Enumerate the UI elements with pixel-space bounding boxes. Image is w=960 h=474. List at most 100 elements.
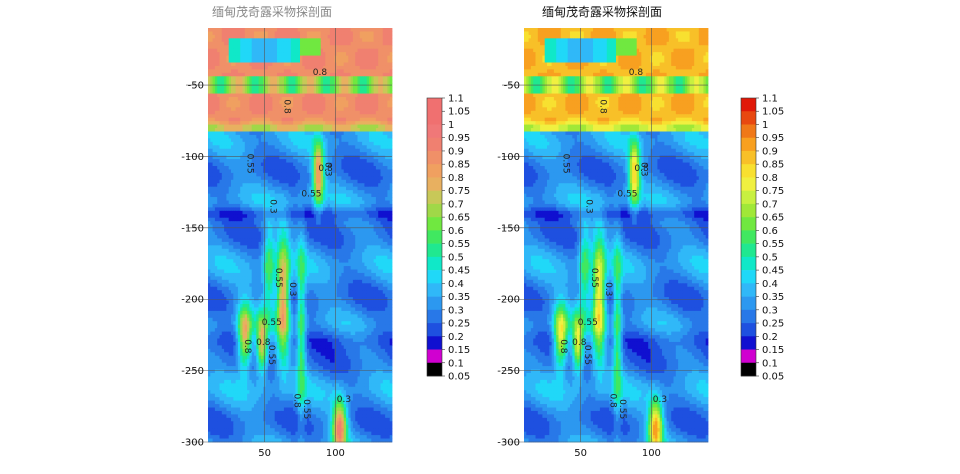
heatmap-cell	[334, 124, 338, 129]
heatmap-cell	[265, 52, 269, 56]
heatmap-cell	[357, 155, 361, 160]
heatmap-cell	[389, 200, 393, 205]
heatmap-cell	[267, 179, 271, 184]
heatmap-cell	[272, 90, 276, 94]
heatmap-cell	[373, 148, 377, 153]
heatmap-cell	[281, 69, 285, 74]
heatmap-cell	[235, 221, 239, 226]
heatmap-cell	[306, 34, 310, 39]
heatmap-cell	[325, 155, 328, 160]
heatmap-cell	[380, 172, 384, 177]
heatmap-cell	[327, 203, 331, 208]
heatmap-cell	[274, 210, 278, 215]
heatmap-cell	[212, 228, 216, 232]
heatmap-cell	[346, 134, 349, 139]
heatmap-cell	[348, 86, 351, 91]
heatmap-cell	[247, 203, 250, 208]
heatmap-cell	[274, 162, 278, 167]
heatmap-cell	[352, 62, 356, 67]
heatmap-cell	[364, 169, 368, 174]
heatmap-cell	[254, 45, 257, 50]
heatmap-cell	[249, 141, 253, 146]
heatmap-cell	[325, 76, 328, 81]
heatmap-cell	[210, 117, 213, 122]
heatmap-cell	[288, 45, 292, 50]
heatmap-cell	[270, 166, 273, 170]
heatmap-cell	[237, 141, 241, 146]
heatmap-cell	[242, 62, 246, 67]
heatmap-cell	[293, 93, 296, 98]
heatmap-cell	[256, 79, 259, 84]
heatmap-cell	[235, 207, 239, 212]
heatmap-cell	[334, 48, 338, 53]
heatmap-cell	[306, 221, 310, 226]
heatmap-cell	[217, 207, 220, 212]
heatmap-cell	[265, 169, 269, 174]
heatmap-cell	[247, 93, 250, 98]
heatmap-cell	[237, 159, 241, 163]
heatmap-cell	[224, 166, 227, 170]
heatmap-cell	[323, 48, 326, 53]
heatmap-cell	[277, 152, 280, 157]
heatmap-cell	[348, 224, 351, 229]
heatmap-cell	[352, 159, 356, 163]
heatmap-cell	[224, 131, 227, 136]
heatmap-cell	[274, 235, 278, 239]
heatmap-cell	[217, 34, 220, 39]
heatmap-cell	[214, 52, 218, 56]
heatmap-cell	[336, 172, 340, 177]
heatmap-cell	[371, 110, 374, 115]
heatmap-cell	[240, 110, 243, 115]
heatmap-cell	[325, 131, 328, 136]
heatmap-cell	[233, 179, 236, 184]
heatmap-cell	[334, 86, 338, 91]
heatmap-cell	[387, 172, 391, 177]
heatmap-cell	[323, 207, 326, 212]
heatmap-cell	[231, 65, 234, 70]
heatmap-cell	[217, 231, 220, 236]
heatmap-cell	[357, 131, 361, 136]
heatmap-cell	[355, 103, 358, 108]
heatmap-cell	[327, 214, 331, 219]
heatmap-cell	[341, 103, 345, 108]
heatmap-cell	[208, 114, 211, 119]
heatmap-cell	[270, 148, 273, 153]
heatmap-cell	[254, 203, 257, 208]
heatmap-cell	[254, 172, 257, 177]
heatmap-cell	[318, 203, 322, 208]
heatmap-cell	[260, 114, 264, 119]
heatmap-cell	[309, 145, 312, 150]
heatmap-cell	[378, 210, 381, 215]
heatmap-cell	[221, 124, 225, 129]
heatmap-cell	[339, 131, 342, 136]
heatmap-cell	[300, 221, 303, 226]
heatmap-cell	[226, 124, 230, 129]
heatmap-cell	[214, 103, 218, 108]
heatmap-cell	[343, 183, 347, 188]
heatmap-cell	[334, 131, 338, 136]
heatmap-cell	[380, 152, 384, 157]
heatmap-cell	[380, 235, 384, 239]
heatmap-cell	[327, 76, 331, 81]
heatmap-cell	[249, 100, 253, 105]
heatmap-cell	[364, 179, 368, 184]
heatmap-cell	[357, 159, 361, 163]
heatmap-cell	[346, 231, 349, 236]
heatmap-cell	[249, 207, 253, 212]
heatmap-cell	[258, 59, 262, 63]
heatmap-cell	[212, 69, 216, 74]
heatmap-cell	[313, 214, 317, 219]
heatmap-cell	[359, 124, 363, 129]
heatmap-cell	[332, 55, 335, 60]
heatmap-cell	[267, 235, 271, 239]
heatmap-cell	[359, 48, 363, 53]
heatmap-cell	[244, 41, 248, 46]
heatmap-cell	[311, 228, 315, 232]
heatmap-cell	[329, 159, 333, 163]
heatmap-cell	[387, 97, 391, 101]
heatmap-cell	[217, 169, 220, 174]
heatmap-cell	[286, 72, 289, 77]
heatmap-cell	[378, 55, 381, 60]
heatmap-cell	[316, 179, 319, 184]
heatmap-cell	[237, 138, 241, 143]
